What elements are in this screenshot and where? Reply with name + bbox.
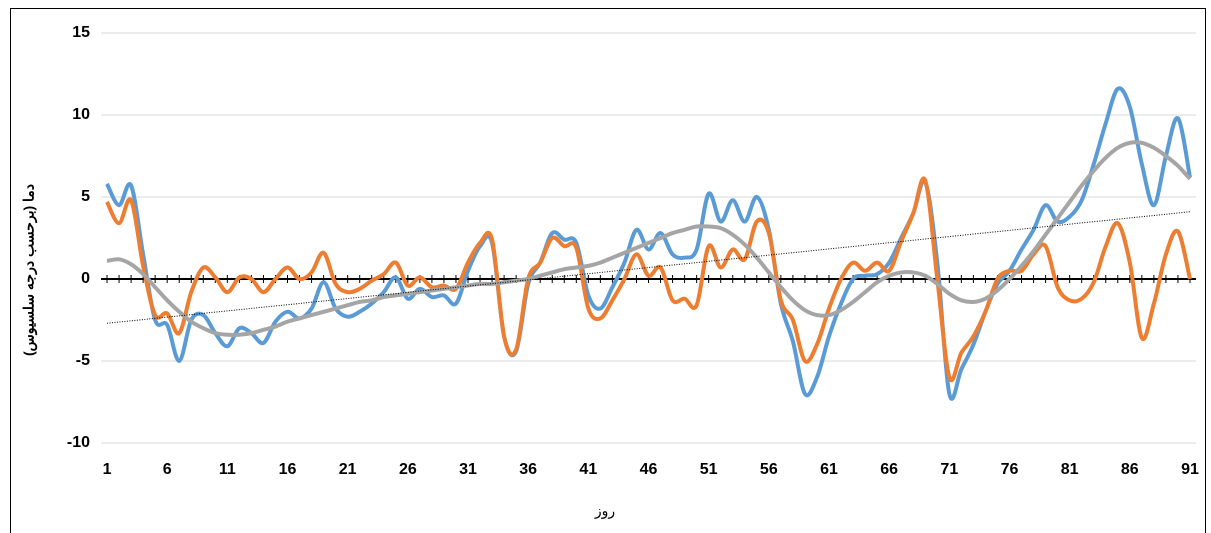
x-tick-label: 91 xyxy=(1181,461,1199,478)
y-tick-label: 0 xyxy=(81,270,90,287)
x-tick-label: 81 xyxy=(1061,461,1079,478)
x-tick-label: 66 xyxy=(880,461,898,478)
chart-frame xyxy=(10,8,1206,533)
x-tick-label: 21 xyxy=(339,461,357,478)
x-tick-label: 61 xyxy=(820,461,838,478)
y-tick-label: 15 xyxy=(72,24,90,41)
x-tick-label: 36 xyxy=(519,461,537,478)
x-tick-label: 41 xyxy=(579,461,597,478)
trendline xyxy=(106,211,1191,324)
x-tick-label: 16 xyxy=(279,461,297,478)
x-tick-label: 6 xyxy=(163,461,172,478)
x-axis-label: روز xyxy=(594,503,615,520)
series-line xyxy=(105,176,1192,383)
x-tick-label: 76 xyxy=(1001,461,1019,478)
x-tick-label: 51 xyxy=(700,461,718,478)
y-tick-label: -5 xyxy=(76,352,90,369)
x-tick-label: 26 xyxy=(399,461,417,478)
y-tick-label: -10 xyxy=(67,434,90,451)
x-tick-label: 71 xyxy=(940,461,958,478)
x-tick-label: 11 xyxy=(219,461,236,478)
y-tick-label: 10 xyxy=(72,106,90,123)
x-tick-label: 1 xyxy=(103,461,112,478)
series-line xyxy=(106,140,1192,337)
x-tick-label: 31 xyxy=(459,461,477,478)
y-axis-label: دما (برحسب درجه سلسیوس) xyxy=(21,184,38,356)
x-tick-label: 46 xyxy=(640,461,658,478)
x-tick-label: 86 xyxy=(1121,461,1139,478)
y-tick-label: 5 xyxy=(81,188,90,205)
x-tick-label: 56 xyxy=(760,461,778,478)
